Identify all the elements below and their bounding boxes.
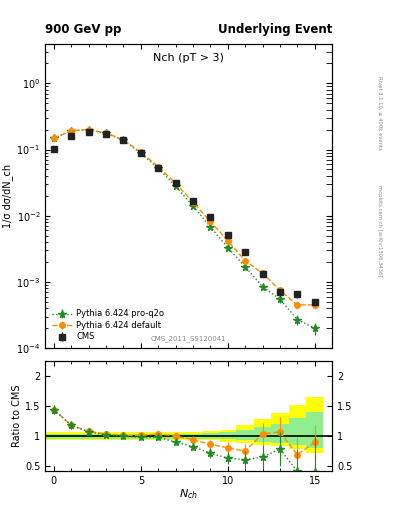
- Text: Nch (pT > 3): Nch (pT > 3): [153, 53, 224, 62]
- Legend: Pythia 6.424 pro-q2o, Pythia 6.424 default, CMS: Pythia 6.424 pro-q2o, Pythia 6.424 defau…: [50, 307, 167, 344]
- Text: mcplots.cern.ch [arXiv:1306.3436]: mcplots.cern.ch [arXiv:1306.3436]: [377, 185, 382, 276]
- Text: CMS_2011_S9120041: CMS_2011_S9120041: [151, 335, 226, 342]
- Y-axis label: Ratio to CMS: Ratio to CMS: [12, 385, 22, 447]
- Y-axis label: 1/σ dσ/dN_ch: 1/σ dσ/dN_ch: [2, 164, 13, 228]
- X-axis label: $N_{ch}$: $N_{ch}$: [179, 487, 198, 501]
- Text: Rivet 3.1.10, ≥ 400k events: Rivet 3.1.10, ≥ 400k events: [377, 76, 382, 150]
- Text: 900 GeV pp: 900 GeV pp: [45, 23, 121, 36]
- Text: Underlying Event: Underlying Event: [218, 23, 332, 36]
